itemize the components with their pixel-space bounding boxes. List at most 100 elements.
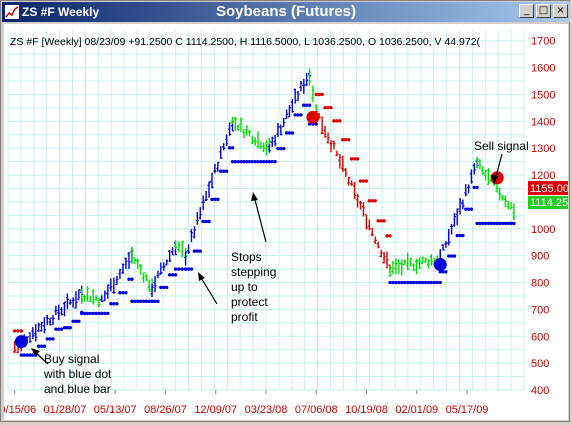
stop-dot <box>259 159 263 164</box>
stop-dots <box>13 92 516 357</box>
stop-dot <box>28 353 32 357</box>
stop-dot <box>495 221 499 226</box>
stop-dot <box>170 273 175 277</box>
stop-dot <box>449 254 454 258</box>
stop-dot <box>455 233 459 238</box>
stop-dot <box>115 302 119 306</box>
stop-dot <box>452 254 457 258</box>
stop-dot <box>304 103 309 107</box>
close-button[interactable]: × <box>553 4 568 18</box>
stop-dot <box>509 221 513 226</box>
x-tick-label: 12/09/07 <box>194 404 237 416</box>
stop-dot <box>138 299 143 304</box>
y-tick-label: 1200 <box>531 170 555 182</box>
stop-dot <box>150 299 154 304</box>
sell-signal-marker <box>306 110 320 124</box>
stop-dot <box>261 159 266 164</box>
stop-dot <box>276 146 280 151</box>
stop-dot <box>227 146 232 150</box>
price-chart[interactable]: 4005006007008009001000110012001300140015… <box>0 24 569 420</box>
chart-app-icon <box>5 5 19 19</box>
stop-dot <box>341 138 345 142</box>
stop-dot <box>293 113 297 117</box>
stop-dot <box>469 207 474 211</box>
stop-dot <box>323 105 327 110</box>
x-tick-label: 01/28/07 <box>44 404 87 416</box>
stop-dot <box>332 119 336 123</box>
buy-signal-marker <box>433 258 447 272</box>
y-tick-label: 700 <box>531 304 549 316</box>
stop-dot <box>314 92 318 97</box>
chart-area[interactable]: 4005006007008009001000110012001300140015… <box>0 24 569 420</box>
info-line: ZS #F [Weekly] 08/23/09 +91.2500 C 1114.… <box>10 36 481 48</box>
stop-dot <box>423 280 428 285</box>
stop-dot <box>270 159 274 164</box>
stop-dot <box>338 119 342 123</box>
stop-dot <box>264 159 269 164</box>
stop-dot <box>236 159 240 164</box>
stop-dot <box>506 221 510 226</box>
price-tag-upper-label: 1155.00 <box>530 183 568 195</box>
stop-dot <box>498 221 502 226</box>
stop-dot <box>478 221 482 226</box>
stop-dot <box>45 337 49 341</box>
y-tick-label: 1700 <box>531 36 555 48</box>
stop-dot <box>77 319 81 323</box>
x-tick-label: 07/06/08 <box>295 404 338 416</box>
stop-dot <box>326 105 330 110</box>
stop-dot <box>180 267 184 271</box>
y-tick-label: 1400 <box>531 116 555 128</box>
stop-dot <box>441 270 445 274</box>
annotation-stops: Stops stepping up to protect profit <box>198 192 276 324</box>
stop-dot <box>296 113 300 117</box>
stop-dot <box>136 299 140 304</box>
stop-dot <box>62 326 67 330</box>
stop-dot <box>198 249 202 253</box>
stop-dot <box>282 146 286 151</box>
stop-dot <box>13 329 17 333</box>
stop-dot <box>233 159 238 164</box>
x-tick-label: 05/13/07 <box>94 404 137 416</box>
stop-dot <box>207 219 211 224</box>
stop-dot <box>492 221 496 226</box>
stop-dot <box>299 113 303 117</box>
minimize-button[interactable]: _ <box>519 4 534 18</box>
stop-dot <box>290 131 295 135</box>
stop-dot <box>411 280 416 285</box>
stop-dot <box>500 221 505 226</box>
stop-dot <box>244 159 249 164</box>
stop-dot <box>141 299 146 304</box>
stop-dot <box>361 179 366 183</box>
stop-dot <box>173 267 178 271</box>
price-tag-upper: 1155.00 <box>528 181 569 195</box>
stop-dot <box>31 353 35 357</box>
stop-dot <box>247 159 252 164</box>
stop-dot <box>112 302 116 306</box>
buy-signal-marker <box>14 335 28 349</box>
y-tick-label: 600 <box>531 331 549 343</box>
price-tag-lower-label: 1114.25 <box>530 197 568 209</box>
price-tag-lower: 1114.25 <box>528 196 568 209</box>
stop-dot <box>100 311 104 316</box>
stop-dot <box>82 311 87 316</box>
stop-dot <box>195 249 200 253</box>
stop-dot <box>162 285 166 290</box>
stop-dot <box>192 249 197 253</box>
stop-dot <box>130 277 134 281</box>
stop-dot <box>355 157 360 161</box>
stop-dot <box>408 280 413 285</box>
title-bar[interactable]: ZS #F Weekly Soybeans (Futures) _ □ × <box>2 2 570 22</box>
maximize-button[interactable]: □ <box>536 4 551 18</box>
stop-dot <box>39 344 44 348</box>
stop-dot <box>201 219 205 224</box>
stop-dot <box>464 207 468 211</box>
stop-dot <box>335 119 339 123</box>
stop-dot <box>284 131 289 135</box>
stop-dot <box>352 157 357 161</box>
stop-dot <box>153 299 157 304</box>
stop-dot <box>385 234 389 238</box>
stop-dot <box>403 280 407 285</box>
stop-dot <box>364 179 369 183</box>
stop-dot <box>346 138 351 142</box>
x-tick-label: 05/17/09 <box>446 404 489 416</box>
